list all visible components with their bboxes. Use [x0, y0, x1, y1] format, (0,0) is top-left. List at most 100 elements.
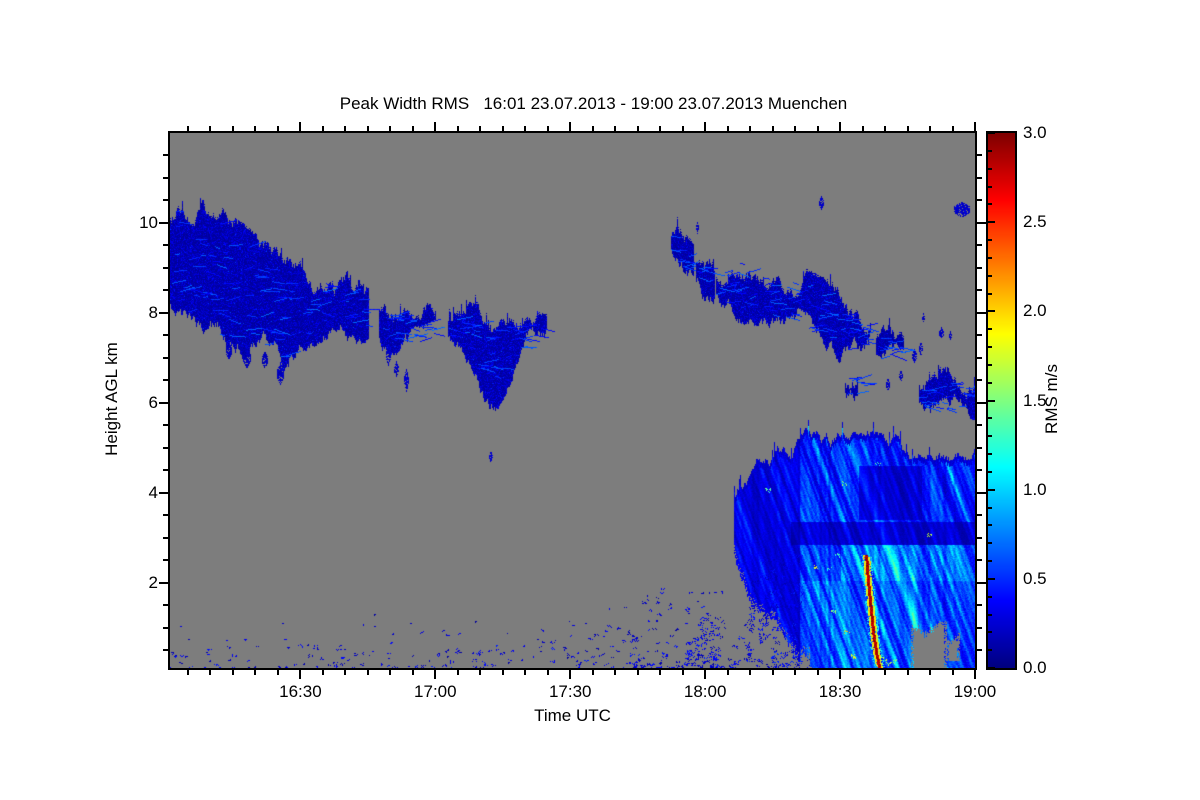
x-minor-tick [929, 670, 932, 675]
colorbar-tick [988, 417, 992, 420]
x-tick-label: 17:30 [548, 682, 592, 701]
colorbar-tick-label: 2.0 [1023, 301, 1047, 321]
x-minor-tick [681, 670, 684, 675]
y-minor-tick [163, 289, 168, 292]
x-major-tick [299, 670, 302, 679]
x-minor-tick [209, 126, 212, 131]
x-minor-tick [951, 670, 954, 675]
colorbar-tick [988, 506, 992, 509]
colorbar-tick [988, 649, 992, 652]
colorbar-tick [988, 292, 992, 295]
x-major-tick [434, 122, 437, 131]
x-minor-tick [636, 670, 639, 675]
y-tick-label: 2 [148, 572, 158, 592]
x-minor-tick [231, 126, 234, 131]
y-minor-tick [163, 379, 168, 382]
x-minor-tick [389, 126, 392, 131]
y-minor-tick [163, 514, 168, 517]
colorbar-tick [988, 399, 995, 402]
x-minor-tick [951, 126, 954, 131]
x-tick-label: 18:00 [683, 682, 727, 701]
colorbar-tick [988, 328, 992, 331]
colorbar-tick-label: 3.0 [1023, 123, 1047, 142]
x-tick-label: 16:30 [279, 682, 322, 701]
y-minor-tick [163, 154, 168, 157]
y-minor-tick [163, 356, 168, 359]
y-tick-label: 8 [148, 302, 158, 322]
x-minor-tick [456, 670, 459, 675]
x-minor-tick [794, 670, 797, 675]
y-major-tick [977, 581, 986, 584]
x-axis-title: Time UTC [534, 706, 611, 725]
colorbar-tick [988, 310, 995, 313]
y-minor-tick [977, 199, 982, 202]
x-minor-tick [254, 670, 257, 675]
colorbar-tick [988, 203, 992, 206]
y-major-tick [977, 491, 986, 494]
y-minor-tick [977, 536, 982, 539]
y-minor-tick [163, 334, 168, 337]
x-minor-tick [321, 126, 324, 131]
x-minor-tick [479, 670, 482, 675]
y-major-tick [977, 401, 986, 404]
x-minor-tick [411, 126, 414, 131]
x-minor-tick [884, 670, 887, 675]
y-tick-label: 10 [139, 212, 158, 232]
y-minor-tick [163, 266, 168, 269]
y-tick-label: 4 [148, 482, 158, 502]
x-minor-tick [816, 670, 819, 675]
x-minor-tick [209, 670, 212, 675]
x-minor-tick [929, 126, 932, 131]
colorbar-tick-label: 2.5 [1023, 212, 1047, 232]
x-minor-tick [524, 670, 527, 675]
x-minor-tick [771, 670, 774, 675]
chart-title: Peak Width RMS 16:01 23.07.2013 - 19:00 … [339, 94, 848, 113]
x-minor-tick [861, 670, 864, 675]
colorbar-tick-label: 0.0 [1023, 658, 1047, 677]
y-minor-tick [977, 446, 982, 449]
x-minor-tick [276, 670, 279, 675]
y-minor-tick [977, 604, 982, 607]
x-minor-tick [726, 670, 729, 675]
x-minor-tick [186, 126, 189, 131]
x-minor-tick [591, 670, 594, 675]
x-minor-tick [501, 126, 504, 131]
y-major-tick [977, 221, 986, 224]
y-minor-tick [977, 379, 982, 382]
colorbar-tick [988, 470, 992, 473]
y-major-tick [159, 221, 168, 224]
y-minor-tick [977, 514, 982, 517]
x-minor-tick [254, 126, 257, 131]
y-minor-tick [977, 356, 982, 359]
y-major-tick [977, 311, 986, 314]
y-minor-tick [163, 604, 168, 607]
y-minor-tick [977, 176, 982, 179]
y-minor-tick [163, 176, 168, 179]
x-minor-tick [344, 670, 347, 675]
x-minor-tick [659, 670, 662, 675]
colorbar-tick-label: 0.5 [1023, 568, 1047, 588]
y-minor-tick [977, 334, 982, 337]
x-minor-tick [906, 126, 909, 131]
colorbar-tick [988, 667, 995, 669]
x-minor-tick [366, 126, 369, 131]
x-minor-tick [659, 126, 662, 131]
x-minor-tick [681, 126, 684, 131]
x-minor-tick [546, 126, 549, 131]
y-minor-tick [163, 244, 168, 247]
colorbar-tick [988, 577, 995, 580]
x-minor-tick [794, 126, 797, 131]
x-major-tick [704, 122, 707, 131]
x-major-tick [839, 122, 842, 131]
x-minor-tick [771, 126, 774, 131]
y-minor-tick [977, 469, 982, 472]
x-minor-tick [906, 670, 909, 675]
x-minor-tick [749, 126, 752, 131]
colorbar-tick [988, 613, 992, 616]
colorbar-tick [988, 274, 992, 277]
y-major-tick [159, 401, 168, 404]
y-minor-tick [163, 446, 168, 449]
y-minor-tick [977, 626, 982, 629]
colorbar-tick [988, 132, 995, 134]
